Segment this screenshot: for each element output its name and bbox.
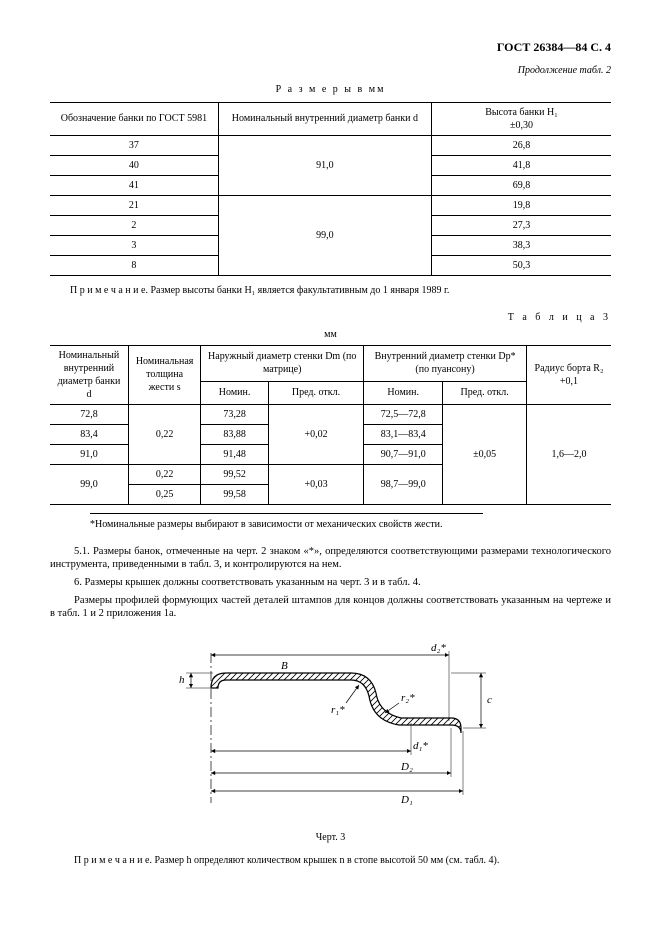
fig-label-c: c bbox=[487, 694, 492, 706]
t3-cell: ±0,05 bbox=[443, 404, 527, 504]
t3-cell: 99,0 bbox=[50, 464, 128, 504]
t2-cell: 27,3 bbox=[431, 215, 611, 235]
t2-cell: 38,3 bbox=[431, 235, 611, 255]
fig-label-D2: D₂ bbox=[400, 761, 413, 773]
t3-sub: Номин. bbox=[364, 382, 443, 404]
t3-cell: 1,6—2,0 bbox=[527, 404, 612, 504]
t2-cell: 99,0 bbox=[218, 195, 431, 275]
t2-cell: 40 bbox=[50, 155, 218, 175]
table3-label: Т а б л и ц а 3 bbox=[50, 311, 611, 324]
t2-cell: 26,8 bbox=[431, 135, 611, 155]
t3-cell: 72,8 bbox=[50, 404, 128, 424]
t2-cell: 91,0 bbox=[218, 135, 431, 195]
t3-h5: Радиус борта R₂+0,1 bbox=[527, 345, 612, 404]
para-6: 6. Размеры крышек должны соответствовать… bbox=[50, 576, 611, 590]
figure-3: h B r₁* r₂* d₂* c d₁* D₂ D₁ bbox=[50, 633, 611, 827]
t3-cell: 99,52 bbox=[201, 464, 269, 484]
t3-h1: Номинальный внутренний диаметр банки d bbox=[50, 345, 128, 404]
t3-h4: Внутренний диаметр стенки Dp* (по пуансо… bbox=[364, 345, 527, 382]
t3-cell: 91,0 bbox=[50, 444, 128, 464]
t2-col2-hdr: Номинальный внутренний диаметр банки d bbox=[218, 102, 431, 135]
table2-continuation: Продолжение табл. 2 bbox=[50, 64, 611, 77]
t3-h3: Наружный диаметр стенки Dm (по матрице) bbox=[201, 345, 364, 382]
t3-cell: 90,7—91,0 bbox=[364, 444, 443, 464]
t3-cell: 83,1—83,4 bbox=[364, 424, 443, 444]
t2-col1-hdr: Обозначение банки по ГОСТ 5981 bbox=[50, 102, 218, 135]
t2-cell: 37 bbox=[50, 135, 218, 155]
t3-cell: 99,58 bbox=[201, 484, 269, 504]
t3-cell: 73,28 bbox=[201, 404, 269, 424]
t3-cell: +0,03 bbox=[268, 464, 363, 504]
t3-cell: 0,22 bbox=[128, 464, 200, 484]
t2-cell: 50,3 bbox=[431, 255, 611, 275]
t2-cell: 19,8 bbox=[431, 195, 611, 215]
figure-3-svg: h B r₁* r₂* d₂* c d₁* D₂ D₁ bbox=[151, 633, 511, 823]
t3-sub: Пред. откл. bbox=[443, 382, 527, 404]
table2: Обозначение банки по ГОСТ 5981 Номинальн… bbox=[50, 102, 611, 276]
t3-cell: 98,7—99,0 bbox=[364, 464, 443, 504]
t3-sub: Пред. откл. bbox=[268, 382, 363, 404]
fig-label-B: B bbox=[281, 660, 288, 672]
table2-units: Р а з м е р ы в мм bbox=[50, 83, 611, 96]
t3-cell: 72,5—72,8 bbox=[364, 404, 443, 424]
doc-header: ГОСТ 26384—84 С. 4 bbox=[50, 40, 611, 56]
fig-label-d2: d₂* bbox=[431, 642, 446, 654]
t2-cell: 3 bbox=[50, 235, 218, 255]
table3: Номинальный внутренний диаметр банки d Н… bbox=[50, 345, 611, 505]
t2-cell: 21 bbox=[50, 195, 218, 215]
t3-cell: +0,02 bbox=[268, 404, 363, 464]
table2-note: П р и м е ч а н и е. Размер высоты банки… bbox=[70, 284, 611, 297]
para-6b: Размеры профилей формующих частей детале… bbox=[50, 594, 611, 621]
table3-units: мм bbox=[50, 328, 611, 341]
t3-cell: 0,25 bbox=[128, 484, 200, 504]
t3-sub: Номин. bbox=[201, 382, 269, 404]
t3-cell: 83,88 bbox=[201, 424, 269, 444]
fig-label-h: h bbox=[179, 674, 185, 686]
figure3-note: П р и м е ч а н и е. Размер h определяют… bbox=[50, 854, 611, 867]
t2-cell: 41 bbox=[50, 175, 218, 195]
t2-cell: 8 bbox=[50, 255, 218, 275]
t3-cell: 91,48 bbox=[201, 444, 269, 464]
para-5-1: 5.1. Размеры банок, отмеченные на черт. … bbox=[50, 545, 611, 572]
t2-cell: 69,8 bbox=[431, 175, 611, 195]
t2-col3-hdr: Высота банки H₁±0,30 bbox=[431, 102, 611, 135]
fig-label-r1: r₁* bbox=[331, 704, 345, 716]
t3-h2: Номинальная толщина жести s bbox=[128, 345, 200, 404]
fig-label-r2: r₂* bbox=[401, 692, 415, 704]
figure3-caption: Черт. 3 bbox=[50, 831, 611, 844]
fig-label-d1: d₁* bbox=[413, 740, 428, 752]
t2-cell: 41,8 bbox=[431, 155, 611, 175]
t2-cell: 2 bbox=[50, 215, 218, 235]
fig-label-D1: D₁ bbox=[400, 794, 413, 806]
t3-cell: 0,22 bbox=[128, 404, 200, 464]
table3-footnote: *Номинальные размеры выбирают в зависимо… bbox=[90, 513, 483, 531]
t3-cell: 83,4 bbox=[50, 424, 128, 444]
